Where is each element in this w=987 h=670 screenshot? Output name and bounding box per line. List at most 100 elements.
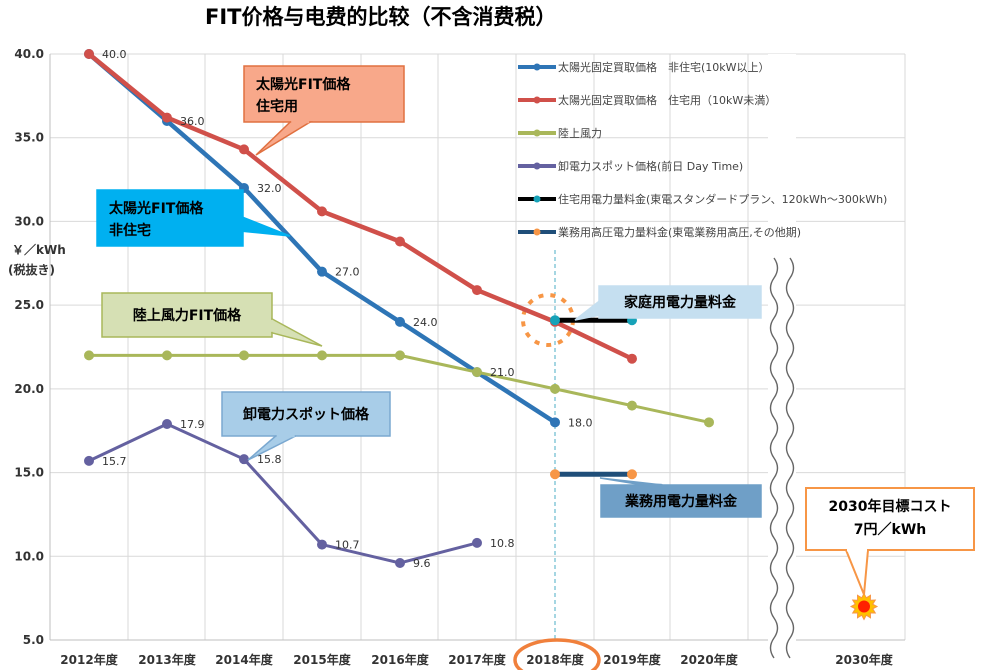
y-tick-label: 35.0 [14, 131, 44, 145]
x-tick-label: 2014年度 [215, 652, 273, 667]
y-tick-label: 40.0 [14, 47, 44, 61]
x-tick-label: 2016年度 [371, 652, 429, 667]
data-point [395, 236, 405, 247]
legend-entry: 太陽光固定買取価格 非住宅(10kW以上） [558, 60, 770, 74]
callout-text: 家庭用電力量料金 [624, 294, 737, 311]
data-label: 15.8 [257, 453, 282, 466]
y-tick-label: 30.0 [14, 214, 44, 228]
data-point [84, 455, 94, 466]
data-label: 17.9 [180, 418, 205, 431]
target-callout-pointer [844, 549, 870, 595]
x-tick-label: 2019年度 [603, 652, 661, 667]
callout-text: 太陽光FIT価格 [109, 200, 204, 217]
data-label: 10.8 [490, 537, 515, 550]
axis-break [768, 54, 796, 659]
x-tick-labels: 2012年度 2013年度 2014年度 2015年度 2016年度 2017年度 2018… [60, 652, 893, 667]
x-tick-label: 2013年度 [138, 652, 196, 667]
legend-swatch-marker [533, 129, 541, 137]
target-marker: 2030年目標コスト 7円／kWh [805, 487, 975, 621]
y-axis-label-unit: ￥／kWh [12, 242, 66, 257]
series-line-1 [87, 52, 633, 361]
data-point [550, 417, 560, 428]
data-point [472, 285, 482, 296]
data-label: 27.0 [335, 266, 360, 279]
target-point [858, 600, 870, 613]
data-label: 21.0 [490, 366, 515, 379]
data-point [239, 350, 249, 361]
y-axis-label-note: (税抜き) [8, 262, 55, 277]
highlight-ellipse [513, 638, 601, 670]
data-point [162, 112, 172, 123]
y-tick-label: 15.0 [14, 466, 44, 480]
y-tick-label: 10.0 [14, 549, 44, 563]
data-point [704, 417, 714, 428]
x-tick-label: 2015年度 [293, 652, 351, 667]
data-point [239, 454, 249, 465]
legend: 太陽光固定買取価格 非住宅(10kW以上） 太陽光固定買取価格 住宅用（10kW未… [518, 60, 887, 239]
callout-box [243, 65, 405, 123]
legend-entry: 卸電力スポット価格(前日 Day Time) [558, 159, 743, 173]
callout-text: 住宅用 [256, 98, 298, 115]
callout-box [221, 391, 391, 437]
x-tick-label: 2020年度 [680, 652, 738, 667]
legend-swatch-marker [533, 195, 541, 203]
callout-text: 非住宅 [109, 222, 151, 239]
data-label: 24.0 [413, 316, 438, 329]
callout-text: 業務用電力量料金 [624, 493, 738, 510]
data-point [627, 469, 637, 480]
target-label: 2030年目標コスト [829, 498, 952, 515]
callout-pointer [574, 299, 600, 321]
data-point [317, 266, 327, 277]
series-line-3 [88, 422, 478, 565]
chart-title: FIT价格与电费的比较（不含消费税） [205, 5, 556, 29]
data-point [395, 316, 405, 327]
data-label: 18.0 [568, 416, 593, 429]
x-tick-label: 2017年度 [448, 652, 506, 667]
callout-box [96, 189, 244, 247]
data-point [239, 144, 249, 155]
series-layer [84, 49, 714, 568]
data-point [317, 350, 327, 361]
target-label: 7円／kWh [854, 522, 926, 538]
callout-box [598, 285, 762, 319]
y-tick-label: 5.0 [23, 633, 44, 647]
x-tick-label: 2030年度 [835, 652, 893, 667]
data-point [550, 383, 560, 394]
data-point [472, 367, 482, 378]
x-tick-label: 2018年度 [526, 652, 584, 667]
data-point [162, 350, 172, 361]
legend-swatch-marker [533, 63, 541, 71]
data-label: 9.6 [413, 557, 431, 570]
axis-break-band [768, 54, 796, 641]
data-label: 10.7 [335, 539, 360, 552]
x-tick-label: 2012年度 [60, 652, 118, 667]
legend-swatch-marker [533, 228, 541, 236]
legend-swatch-marker [533, 162, 541, 170]
data-point [395, 350, 405, 361]
callout-text: 卸電力スポット価格 [243, 406, 370, 423]
callouts: 太陽光FIT価格住宅用太陽光FIT価格非住宅陸上風力FIT価格卸電力スポット価格… [96, 65, 762, 518]
data-point [317, 206, 327, 217]
data-point [550, 315, 560, 326]
legend-entry: 陸上風力 [558, 127, 602, 140]
data-label: 15.7 [102, 455, 127, 468]
callout-box [600, 484, 762, 518]
y-tick-labels: 5.0 10.0 15.0 20.0 25.0 30.0 35.0 40.0 [14, 47, 44, 647]
data-point [472, 537, 482, 548]
data-point [84, 350, 94, 361]
y-tick-label: 25.0 [14, 298, 44, 312]
axis-break-line [785, 257, 795, 659]
legend-entry: 太陽光固定買取価格 住宅用（10kW未満） [558, 93, 776, 107]
data-label: 40.0 [102, 48, 127, 61]
callout-text: 太陽光FIT価格 [256, 76, 351, 93]
callout-pointer [271, 317, 323, 347]
data-point [550, 469, 560, 480]
data-point [627, 400, 637, 411]
data-point [317, 539, 327, 550]
legend-swatch-marker [533, 96, 541, 104]
data-point [84, 49, 94, 59]
callout-box [101, 292, 273, 338]
data-point [627, 353, 637, 364]
axis-break-line [769, 257, 779, 659]
